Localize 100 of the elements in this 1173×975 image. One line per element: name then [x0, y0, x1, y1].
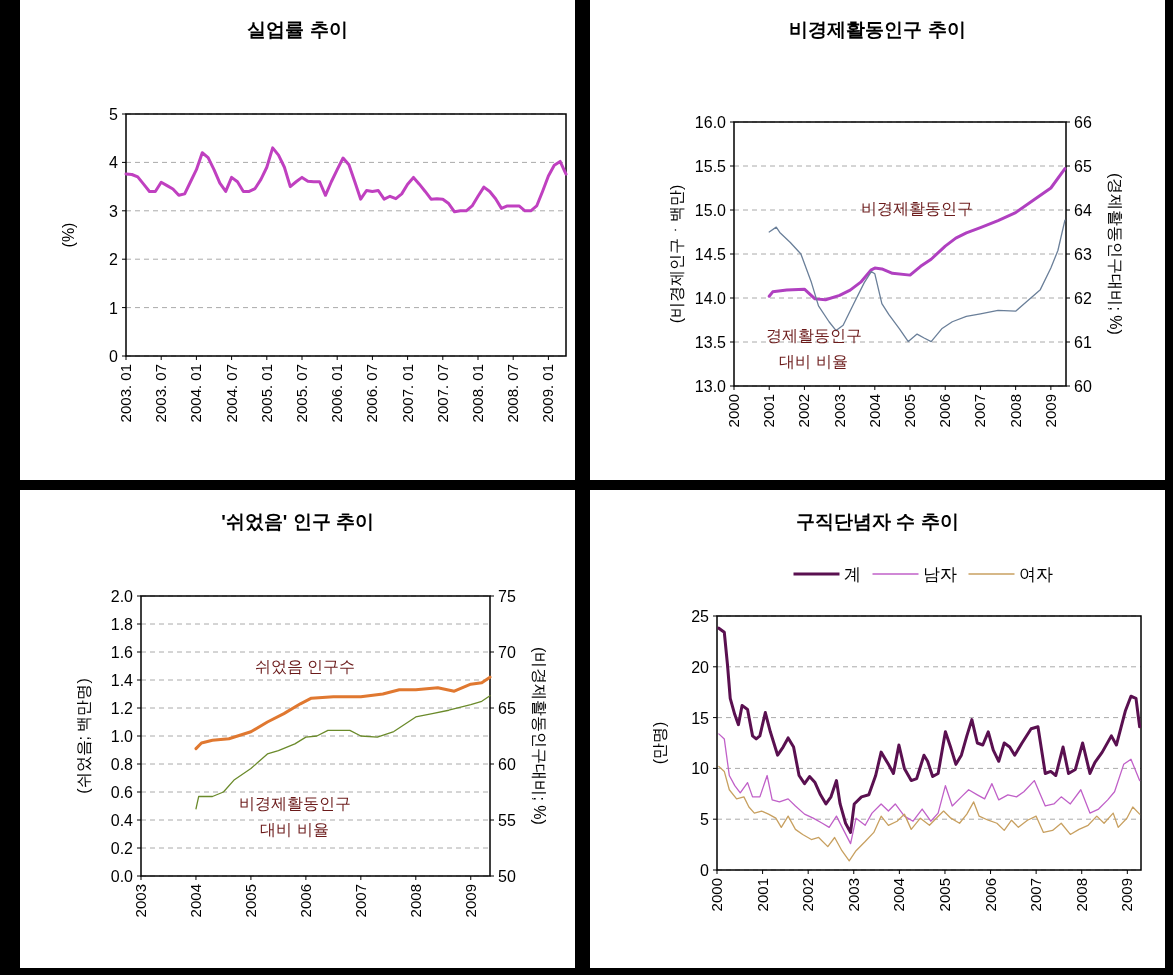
x-tick-label: 2003. 07: [152, 364, 170, 423]
y2-tick-label: 75: [498, 588, 516, 605]
x-tick-label: 2003: [132, 884, 149, 918]
y-tick-label: 0.2: [110, 840, 134, 857]
x-tick-label: 2005. 01: [257, 364, 275, 423]
x-tick-label: 2006: [981, 878, 999, 912]
x-tick-label: 2008. 01: [469, 364, 486, 423]
legend-label: 계: [843, 565, 861, 584]
x-tick-label: 2005: [935, 878, 953, 912]
x-tick-label: 2007: [351, 884, 369, 918]
y-tick-label: 2: [109, 251, 119, 269]
y2-axis-title: (경제활동인구대비; %): [1107, 173, 1124, 335]
x-tick-label: 2002: [795, 394, 813, 428]
y-tick-label: 0: [109, 348, 119, 365]
y2-tick-label: 63: [1074, 246, 1092, 263]
x-tick-label: 2005. 07: [293, 364, 310, 423]
y-tick-label: 5: [700, 811, 710, 829]
x-tick-label: 2009: [1041, 394, 1059, 428]
x-tick-label: 2009: [461, 884, 479, 918]
y-axis-title: (비경제인구ㆍ백만): [668, 184, 685, 324]
x-tick-label: 2008: [1006, 394, 1024, 428]
x-tick-label: 2003: [830, 394, 848, 428]
y2-tick-label: 60: [498, 756, 516, 773]
series-label: 경제활동인구 대비 비율: [765, 327, 862, 371]
y-tick-label: 4: [109, 154, 119, 172]
x-tick-label: 2009: [1118, 878, 1136, 912]
x-tick-label: 2007: [1027, 878, 1045, 912]
x-tick-label: 2004. 07: [222, 364, 240, 423]
y2-tick-label: 62: [1074, 290, 1092, 307]
y-tick-label: 1.8: [110, 616, 134, 633]
y2-tick-label: 55: [498, 812, 516, 829]
y-tick-label: 1.4: [110, 672, 134, 689]
y-tick-label: 1.6: [110, 644, 134, 661]
y-tick-label: 2.0: [110, 588, 134, 605]
y2-tick-label: 60: [1074, 378, 1092, 395]
y2-tick-label: 65: [1074, 158, 1092, 175]
y-tick-label: 15: [691, 709, 710, 727]
legend-label: 남자: [922, 565, 957, 584]
x-tick-label: 2007. 07: [433, 364, 451, 423]
y-tick-label: 15.5: [694, 158, 727, 175]
x-tick-label: 2006: [936, 394, 954, 428]
y2-tick-label: 65: [498, 700, 516, 717]
chart-title: 구직단념자 수 추이: [796, 511, 959, 532]
x-tick-label: 2008. 07: [504, 364, 522, 423]
y2-tick-label: 61: [1074, 334, 1092, 351]
series-label: 비경제활동인구 대비 비율: [238, 794, 351, 838]
x-tick-label: 2006. 01: [328, 364, 346, 423]
y-tick-label: 5: [109, 106, 119, 123]
x-tick-label: 2006. 07: [363, 364, 381, 423]
x-tick-label: 2001: [760, 394, 778, 428]
y-axis-title: (쉬었음; 백만명): [75, 678, 92, 794]
y-tick-label: 10: [691, 760, 710, 778]
y-tick-label: 0.6: [110, 784, 134, 801]
chart-title: 실업률 추이: [247, 19, 348, 40]
y-tick-label: 15.0: [694, 202, 727, 219]
series-label: 쉬었음 인구수: [254, 657, 356, 675]
x-tick-label: 2003. 01: [117, 364, 134, 423]
y-tick-label: 13.0: [694, 378, 727, 395]
x-tick-label: 2007: [971, 394, 989, 428]
y-tick-label: 0.0: [110, 868, 134, 885]
x-tick-label: 2000: [725, 394, 742, 428]
x-tick-label: 2001: [753, 878, 771, 912]
y-tick-label: 14.0: [694, 290, 727, 307]
legend-label: 여자: [1018, 565, 1053, 584]
y2-tick-label: 70: [498, 644, 516, 661]
y-tick-label: 20: [691, 658, 710, 676]
y-tick-label: 16.0: [694, 114, 727, 131]
y2-tick-label: 50: [498, 868, 516, 885]
y-tick-label: 13.5: [694, 334, 727, 351]
y2-tick-label: 66: [1074, 114, 1092, 131]
y2-axis-title: (비경제활동인구대비; %): [531, 647, 548, 825]
series-label: 비경제활동인구: [860, 200, 973, 218]
y-tick-label: 0: [700, 862, 710, 879]
y-tick-label: 3: [109, 202, 119, 220]
y-tick-label: 1.2: [110, 700, 134, 717]
x-tick-label: 2008: [406, 884, 424, 918]
x-tick-label: 2003: [844, 878, 862, 912]
y-tick-label: 25: [691, 608, 710, 625]
y-tick-label: 14.5: [694, 246, 727, 263]
x-tick-label: 2006: [296, 884, 314, 918]
x-tick-label: 2005: [241, 884, 259, 918]
chart-title: '쉬었음' 인구 추이: [221, 511, 374, 532]
x-tick-label: 2008: [1072, 878, 1090, 912]
y-axis-title: (만명): [651, 721, 668, 765]
y-tick-label: 1.0: [110, 728, 134, 745]
chart-title: 비경제활동인구 추이: [789, 19, 966, 40]
x-tick-label: 2007. 01: [398, 364, 416, 423]
x-tick-label: 2004: [186, 884, 204, 918]
x-tick-label: 2005: [901, 394, 919, 428]
y-axis-title: (%): [60, 222, 77, 248]
y2-tick-label: 64: [1074, 202, 1092, 219]
y-tick-label: 0.8: [110, 756, 134, 773]
x-tick-label: 2000: [708, 878, 725, 912]
y-tick-label: 0.4: [110, 812, 134, 829]
x-tick-label: 2004: [865, 394, 883, 428]
x-tick-label: 2004. 01: [187, 364, 205, 423]
y-tick-label: 1: [109, 299, 119, 317]
x-tick-label: 2004: [890, 878, 908, 912]
x-tick-label: 2002: [799, 878, 817, 912]
x-tick-label: 2009. 01: [539, 364, 557, 423]
